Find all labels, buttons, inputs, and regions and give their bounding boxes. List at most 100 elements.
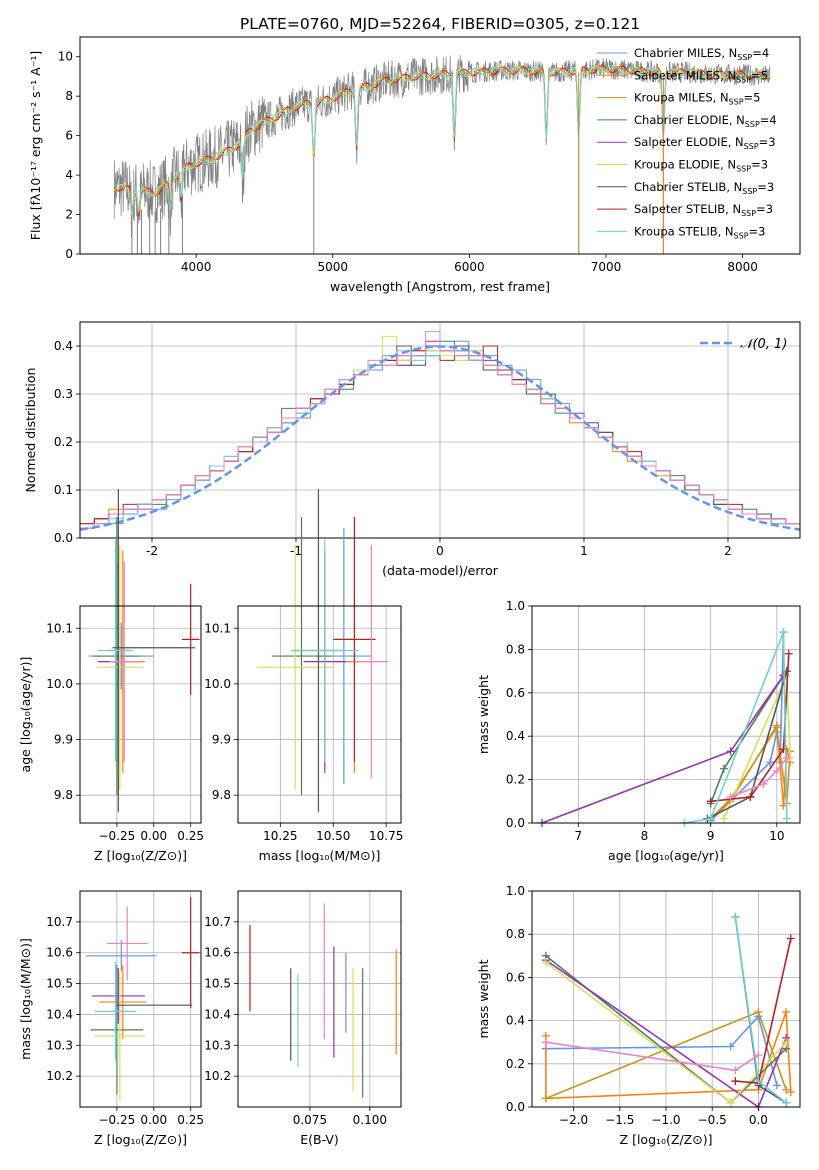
x-tick-label: 10.25 (263, 829, 297, 843)
y-tick-label: 0.3 (54, 387, 73, 401)
x-tick-label: 7 (575, 829, 583, 843)
x-tick-label: 8000 (727, 260, 758, 274)
y-tick-label: 10.3 (204, 1038, 231, 1052)
weight-marker (782, 1085, 791, 1094)
weight-marker (782, 1038, 791, 1047)
legend-entry: Salpeter ELODIE, NSSP=3 (634, 135, 776, 151)
weight-marker (541, 1094, 550, 1103)
y-axis-label: Flux [fλ10⁻¹⁷ erg cm⁻² s⁻¹ A⁻¹] (28, 51, 43, 240)
legend: 𝒩(0, 1) (700, 337, 787, 352)
y-tick-label: 9.9 (54, 733, 73, 747)
x-tick-label: -1 (290, 544, 302, 558)
panel-age_vs_Z: −0.25 0.00 0.25 9.8 9.9 10.0 10.1 Z [log₁₀(Z/Z⊙… (18, 489, 204, 863)
weight-marker (719, 764, 728, 773)
x-tick-label: −0.25 (98, 1113, 135, 1127)
plot-area (80, 331, 800, 531)
legend-entry: Kroupa MILES, NSSP=5 (634, 91, 760, 107)
legend-sub: SSP (742, 187, 757, 196)
x-tick-label: −1.0 (651, 1113, 680, 1127)
weight-marker (782, 753, 791, 762)
plot-area (85, 897, 200, 1101)
y-tick-label: 1.0 (506, 884, 525, 898)
weight-marker (772, 766, 781, 775)
weight-marker (731, 1066, 740, 1075)
legend-sub: SSP (736, 165, 751, 174)
x-axis-label: Z [log₁₀(Z/Z⊙)] (620, 1132, 713, 1147)
weight-line (735, 938, 792, 1085)
x-tick-label: 0.25 (177, 1113, 204, 1127)
y-tick-label: 10.6 (46, 946, 73, 960)
panel-residuals: -2 -1 0 1 2 0.0 0.1 0.2 0.3 0.4 (data-model)/error… (23, 321, 801, 578)
y-tick-label: 8 (65, 89, 73, 103)
y-tick-label: 10.4 (204, 1007, 231, 1021)
x-axis-label: age [log₁₀(age/yr)] (608, 848, 724, 863)
x-tick-label: 4000 (181, 260, 212, 274)
y-tick-label: 10.7 (204, 915, 231, 929)
y-tick-label: 6 (65, 129, 73, 143)
x-tick-label: 10.50 (316, 829, 350, 843)
weight-marker (784, 649, 793, 658)
y-tick-label: 0.2 (506, 773, 525, 787)
x-tick-label: −2.0 (559, 1113, 588, 1127)
weight-marker (782, 814, 791, 823)
x-tick-label: −0.25 (98, 829, 135, 843)
y-tick-label: 9.8 (212, 788, 231, 802)
legend-suffix: =3 (751, 158, 768, 172)
x-tick-label: 10.75 (369, 829, 403, 843)
y-tick-label: 10.0 (46, 677, 73, 691)
histogram-step (80, 331, 800, 529)
y-axis-label: mass [log₁₀(M/M⊙)] (18, 938, 33, 1060)
legend-entry: Kroupa ELODIE, NSSP=3 (634, 158, 768, 174)
legend-suffix: =4 (752, 46, 769, 60)
legend-entry: Kroupa STELIB, NSSP=3 (634, 224, 765, 240)
y-tick-label: 1.0 (506, 599, 525, 613)
legend-sub: SSP (744, 142, 759, 151)
y-tick-label: 0.6 (506, 686, 525, 700)
x-tick-label: 8 (641, 829, 649, 843)
x-tick-label: 7000 (591, 260, 622, 274)
legend-sub: SSP (729, 98, 744, 107)
weight-marker (772, 723, 781, 732)
weight-line (684, 631, 788, 824)
legend-suffix: =3 (759, 135, 776, 149)
x-tick-label: 0.25 (177, 829, 204, 843)
weight-marker (779, 628, 788, 637)
weight-marker (719, 814, 728, 823)
weight-marker (786, 934, 795, 943)
y-tick-label: 9.8 (54, 788, 73, 802)
weight-line (545, 1014, 778, 1086)
weight-marker (754, 1051, 763, 1060)
legend-entry: 𝒩(0, 1) (740, 337, 787, 352)
legend-sub: SSP (734, 231, 749, 240)
weight-marker (746, 792, 755, 801)
x-tick-label: 0.00 (140, 1113, 167, 1127)
axes-frame (237, 890, 402, 1108)
x-tick-label: 0.100 (353, 1113, 387, 1127)
y-axis-label: mass weight (476, 959, 491, 1038)
axes-frame (79, 605, 202, 824)
y-tick-label: 10.7 (46, 915, 73, 929)
normal-curve (80, 345, 800, 531)
x-tick-label: 10 (769, 829, 784, 843)
weight-marker (731, 1077, 740, 1086)
weight-marker (754, 1007, 763, 1016)
y-tick-label: 0.0 (54, 531, 73, 545)
y-tick-label: 0.0 (506, 1100, 525, 1114)
x-tick-label: 1 (580, 544, 588, 558)
x-tick-label: 0 (436, 544, 444, 558)
weight-marker (786, 1087, 795, 1096)
weight-marker (759, 779, 768, 788)
x-tick-label: 0.075 (293, 1113, 327, 1127)
y-tick-label: 10.1 (204, 621, 231, 635)
y-tick-label: 10.5 (46, 977, 73, 991)
panel-mass_vs_Z: −0.25 0.00 0.25 10.2 10.3 10.4 10.5 10.6 10.7 Z [… (18, 890, 204, 1147)
axes-frame (237, 605, 402, 824)
y-tick-label: 10.1 (46, 621, 73, 635)
x-axis-label: (data-model)/error (382, 563, 499, 578)
x-axis-label: E(B-V) (300, 1132, 339, 1147)
y-tick-label: 0.1 (54, 483, 73, 497)
x-tick-label: -2 (146, 544, 158, 558)
x-tick-label: 6000 (454, 260, 485, 274)
x-tick-label: −0.5 (698, 1113, 727, 1127)
